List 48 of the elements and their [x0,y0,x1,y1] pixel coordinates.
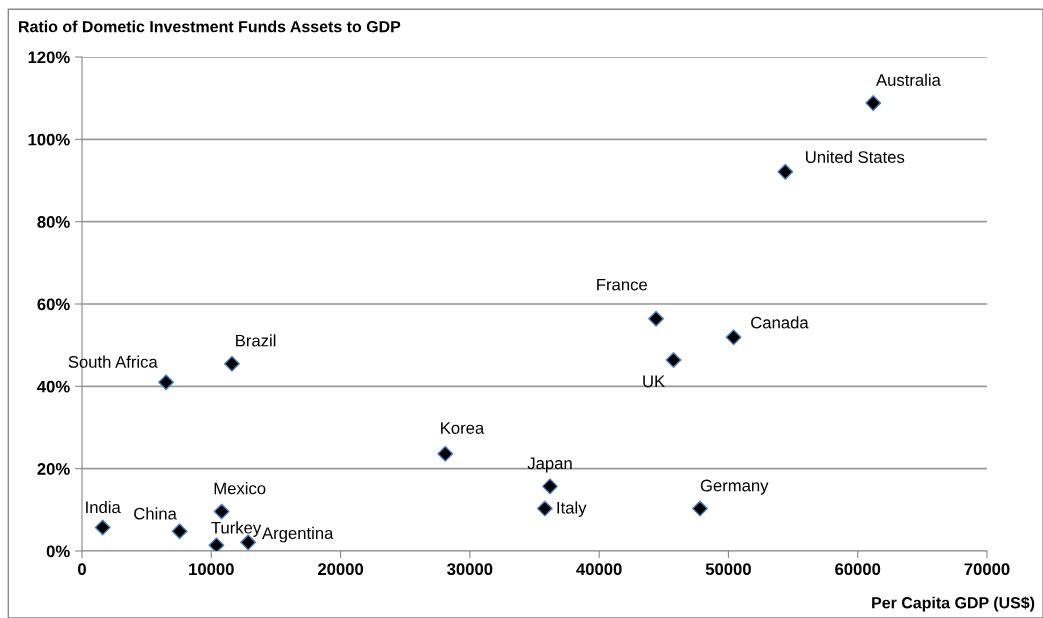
data-label: Korea [441,422,485,434]
data-label: Brazil [236,334,276,347]
point [94,519,111,536]
data-label: France [597,278,647,291]
point [665,352,682,368]
point [536,500,553,517]
y-tick-label: 20% [37,463,70,475]
y-tick-label: 100% [28,133,70,146]
x-tick-label: 30000 [447,563,493,576]
x-tick-label: 0 [78,563,86,576]
data-label: Canada [751,316,809,329]
x-axis-title: Per Capita GDP (US$) [872,596,1035,612]
point [692,500,708,517]
data-label: UK [643,375,665,388]
data-label: Japan [527,457,572,473]
data-label: Germany [700,479,769,495]
data-label: Argentina [262,526,334,543]
data-label: Mexico [214,482,266,495]
data-label: China [134,507,177,520]
chart-title: Ratio of Dometic Investment Funds Assets to GDP [19,20,401,33]
y-tick-label: 40% [37,380,70,393]
point [725,329,742,346]
point [437,445,454,462]
x-tick-label: 10000 [189,563,234,576]
point [542,478,558,495]
point [213,503,230,520]
point [158,374,175,391]
point [648,310,665,327]
x-tick-label: 20000 [317,563,364,576]
point [208,537,225,551]
x-tick-label: 60000 [835,563,881,576]
data-label: Turkey [211,521,262,537]
point [171,523,188,540]
y-tick-label: 120% [28,51,70,64]
y-tick-label: 80% [37,216,70,228]
point [223,355,240,372]
data-label: Italy [557,501,587,517]
point [865,95,882,112]
y-tick-label: 0% [46,545,70,558]
x-tick-label: 40000 [576,563,622,576]
data-label: South Africa [68,355,158,368]
data-label: India [86,500,121,514]
x-tick-label: 70000 [964,563,1010,576]
data-label: Australia [876,73,941,86]
point [777,163,794,180]
x-tick-label: 50000 [705,563,751,576]
y-tick-label: 60% [37,298,70,311]
data-label: United States [806,150,905,164]
